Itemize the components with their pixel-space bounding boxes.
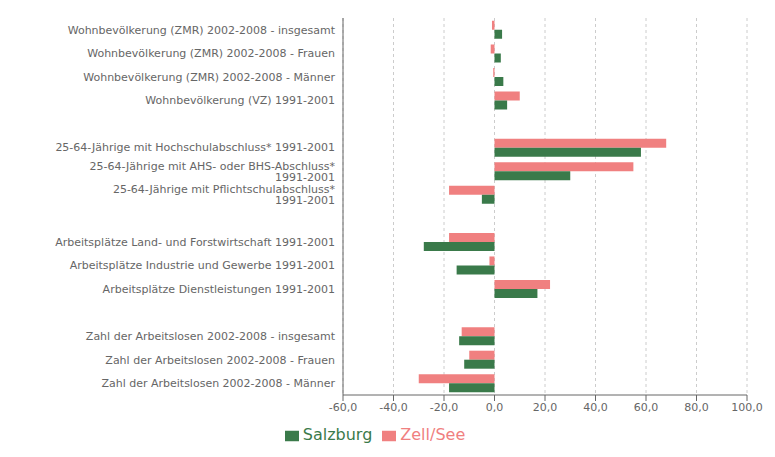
svg-text:Zahl der Arbeitslosen 2002-200: Zahl der Arbeitslosen 2002-2008 - Männer — [101, 377, 335, 390]
svg-text:-40,0: -40,0 — [379, 401, 407, 414]
svg-text:25-64-Jährige mit Pflichtschul: 25-64-Jährige mit Pflichtschulabschluss*… — [113, 183, 336, 207]
svg-text:25-64-Jährige mit AHS- oder BH: 25-64-Jährige mit AHS- oder BHS-Abschlus… — [90, 160, 336, 184]
svg-text:0,0: 0,0 — [486, 401, 504, 414]
svg-text:Arbeitsplätze Industrie und Ge: Arbeitsplätze Industrie und Gewerbe 1991… — [70, 259, 335, 272]
svg-text:-60,0: -60,0 — [329, 401, 357, 414]
svg-text:100,0: 100,0 — [731, 401, 763, 414]
svg-text:Wohnbevölkerung (ZMR) 2002-200: Wohnbevölkerung (ZMR) 2002-2008 - insges… — [68, 24, 336, 37]
svg-text:40,0: 40,0 — [583, 401, 608, 414]
svg-text:Arbeitsplätze Dienstleistungen: Arbeitsplätze Dienstleistungen 1991-2001 — [103, 283, 335, 296]
svg-text:Wohnbevölkerung (VZ) 1991-2001: Wohnbevölkerung (VZ) 1991-2001 — [145, 94, 335, 107]
svg-text:Zahl der Arbeitslosen 2002-200: Zahl der Arbeitslosen 2002-2008 - insges… — [86, 330, 336, 343]
svg-text:Wohnbevölkerung (ZMR) 2002-200: Wohnbevölkerung (ZMR) 2002-2008 - Frauen — [87, 47, 335, 60]
svg-text:Wohnbevölkerung (ZMR) 2002-200: Wohnbevölkerung (ZMR) 2002-2008 - Männer — [83, 71, 335, 84]
svg-text:-20,0: -20,0 — [430, 401, 458, 414]
svg-text:Zahl der Arbeitslosen 2002-200: Zahl der Arbeitslosen 2002-2008 - Frauen — [105, 354, 335, 367]
svg-text:Arbeitsplätze Land- und Forstw: Arbeitsplätze Land- und Forstwirtschaft … — [55, 236, 335, 249]
svg-text:20,0: 20,0 — [533, 401, 558, 414]
html-text:Salzburg: Salzburg — [302, 425, 373, 444]
svg-text:25-64-Jährige mit Hochschulabs: 25-64-Jährige mit Hochschulabschluss* 19… — [55, 141, 335, 154]
svg-text:80,0: 80,0 — [684, 401, 709, 414]
svg-text:60,0: 60,0 — [634, 401, 659, 414]
html-text:Zell/See: Zell/See — [400, 425, 466, 444]
